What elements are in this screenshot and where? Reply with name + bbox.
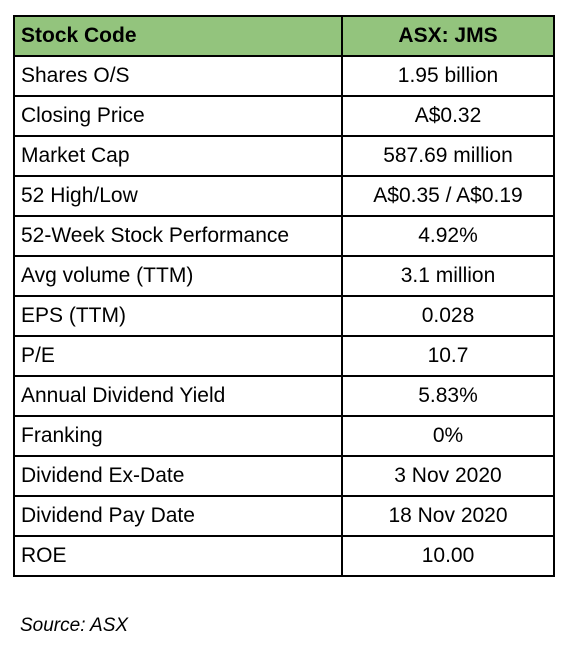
row-value: 0% xyxy=(341,415,555,457)
table-row: 52-Week Stock Performance 4.92% xyxy=(13,215,555,257)
table-row: Shares O/S 1.95 billion xyxy=(13,55,555,97)
row-value: 1.95 billion xyxy=(341,55,555,97)
row-value: 3 Nov 2020 xyxy=(341,455,555,497)
row-value: 10.00 xyxy=(341,535,555,577)
row-value: 10.7 xyxy=(341,335,555,377)
row-label: Annual Dividend Yield xyxy=(13,375,343,417)
row-label: ROE xyxy=(13,535,343,577)
table-row: ROE 10.00 xyxy=(13,535,555,577)
row-label: EPS (TTM) xyxy=(13,295,343,337)
table-row: Market Cap 587.69 million xyxy=(13,135,555,177)
row-value: 0.028 xyxy=(341,295,555,337)
table-row: EPS (TTM) 0.028 xyxy=(13,295,555,337)
row-label: Shares O/S xyxy=(13,55,343,97)
row-label: Dividend Ex-Date xyxy=(13,455,343,497)
table-row: P/E 10.7 xyxy=(13,335,555,377)
row-value: A$0.32 xyxy=(341,95,555,137)
source-note: Source: ASX xyxy=(20,615,129,636)
row-value: 18 Nov 2020 xyxy=(341,495,555,537)
table-row: Dividend Ex-Date 3 Nov 2020 xyxy=(13,455,555,497)
table-row: Closing Price A$0.32 xyxy=(13,95,555,137)
row-value: A$0.35 / A$0.19 xyxy=(341,175,555,217)
row-value: 5.83% xyxy=(341,375,555,417)
row-value: 3.1 million xyxy=(341,255,555,297)
row-label: P/E xyxy=(13,335,343,377)
row-value: 4.92% xyxy=(341,215,555,257)
table-row: 52 High/Low A$0.35 / A$0.19 xyxy=(13,175,555,217)
row-label: Dividend Pay Date xyxy=(13,495,343,537)
header-label: Stock Code xyxy=(13,15,343,57)
row-value: 587.69 million xyxy=(341,135,555,177)
row-label: 52-Week Stock Performance xyxy=(13,215,343,257)
stock-info-table: Stock Code ASX: JMS Shares O/S 1.95 bill… xyxy=(13,15,555,577)
table-row: Franking 0% xyxy=(13,415,555,457)
row-label: 52 High/Low xyxy=(13,175,343,217)
row-label: Avg volume (TTM) xyxy=(13,255,343,297)
header-value: ASX: JMS xyxy=(341,15,555,57)
row-label: Market Cap xyxy=(13,135,343,177)
row-label: Franking xyxy=(13,415,343,457)
table-header-row: Stock Code ASX: JMS xyxy=(13,15,555,57)
table-row: Annual Dividend Yield 5.83% xyxy=(13,375,555,417)
row-label: Closing Price xyxy=(13,95,343,137)
table-row: Dividend Pay Date 18 Nov 2020 xyxy=(13,495,555,537)
table-row: Avg volume (TTM) 3.1 million xyxy=(13,255,555,297)
